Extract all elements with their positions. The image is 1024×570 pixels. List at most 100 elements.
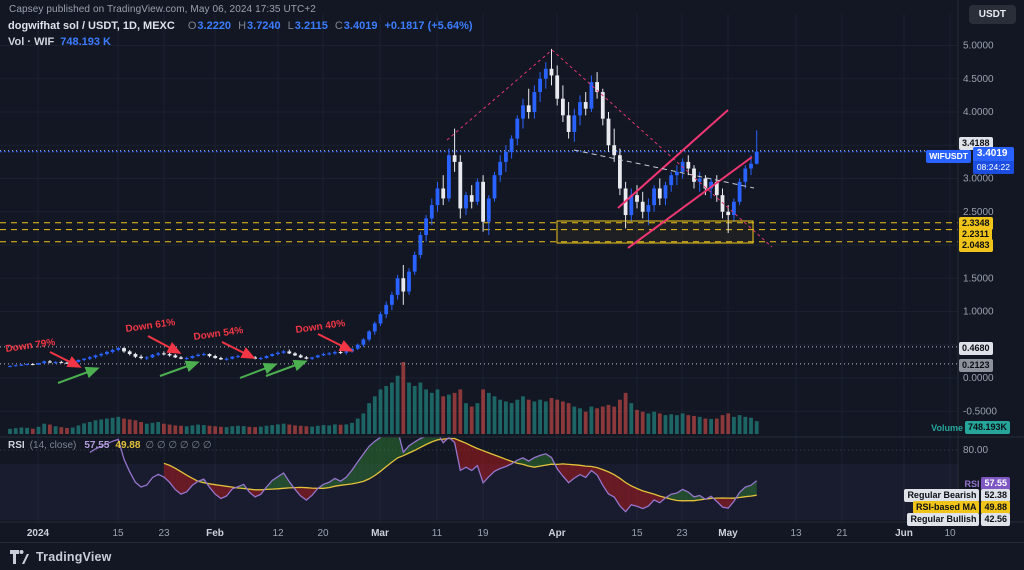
tradingview-logo-icon[interactable]: [10, 549, 29, 564]
bearish-arrow[interactable]: [147, 335, 182, 354]
candle: [224, 358, 229, 360]
volume-bar: [30, 428, 35, 434]
bullish-arrow[interactable]: [57, 366, 100, 384]
rsi-legend[interactable]: RSI (14, close) 57.55 49.88 ∅ ∅ ∅ ∅ ∅ ∅: [8, 440, 212, 451]
high-price-tag: 3.4188: [959, 137, 993, 150]
candle: [338, 352, 343, 354]
candle: [424, 218, 428, 236]
volume-bar: [196, 424, 200, 434]
volume-bar: [498, 399, 503, 434]
yellow-level-tag: 2.2311: [959, 228, 993, 241]
volume-bar: [333, 424, 337, 434]
rsi-cloud: [631, 485, 637, 507]
rsi-cloud: [175, 468, 181, 495]
volume-bar: [583, 411, 588, 434]
candle: [526, 105, 531, 112]
yellow-level-tag-row: 2.3348: [959, 217, 993, 230]
axis-label: 1.0000: [963, 307, 994, 318]
symbol-legend[interactable]: dogwifhat sol / USDT, 1D, MEXC O 3.2220 H…: [8, 20, 473, 32]
rsi-cloud: [471, 445, 478, 471]
trend-line[interactable]: [617, 109, 729, 209]
bearish-arrow[interactable]: [317, 333, 354, 352]
candle: [367, 331, 371, 340]
bullish-arrow[interactable]: [239, 362, 278, 379]
chart-canvas[interactable]: Down 79% Down 61% Down 54% Down 40% 5.0000 4…: [0, 0, 1024, 543]
trend-line[interactable]: [573, 149, 755, 189]
bearish-arrow[interactable]: [49, 351, 82, 368]
down-percent-label[interactable]: Down 79%: [5, 337, 56, 355]
trend-line[interactable]: [446, 49, 553, 141]
rsi-cloud: [329, 478, 335, 488]
down-percent-label[interactable]: Down 54%: [193, 325, 244, 343]
rsi-cloud: [597, 467, 603, 486]
candle: [25, 364, 29, 366]
drawings-layer: Down 79% Down 61% Down 54% Down 40%: [5, 49, 773, 384]
rsi-cloud: [637, 488, 643, 509]
down-percent-label[interactable]: Down 61%: [125, 317, 176, 335]
candle: [390, 294, 394, 305]
volume-bar: [412, 386, 417, 434]
rsi-cloud: [608, 471, 615, 498]
axis-label: 19: [477, 528, 489, 539]
trend-line[interactable]: [627, 156, 753, 249]
volume-bar: [133, 420, 138, 434]
volume-bar: [19, 427, 24, 434]
rsi-axis-row: RSI 57.55: [964, 477, 1010, 490]
symbol-title[interactable]: dogwifhat sol / USDT, 1D, MEXC: [8, 20, 175, 32]
volume-bar: [481, 389, 485, 434]
volume-bar: [640, 411, 645, 434]
rsi-cloud: [739, 487, 746, 498]
rsi-cloud: [500, 457, 506, 469]
volume-bar: [714, 418, 719, 434]
axis-label: 23: [676, 528, 688, 539]
trend-line[interactable]: [551, 49, 773, 248]
candle: [36, 363, 41, 365]
yellow-level-tag: 2.3348: [959, 217, 993, 230]
rsi-ma-value-tag: 49.88: [981, 501, 1010, 514]
rsi-cloud: [277, 473, 284, 489]
rsi-cloud: [374, 437, 381, 476]
candle: [720, 195, 725, 212]
volume-bar: [25, 427, 29, 434]
candle: [355, 344, 360, 349]
rsi-cloud: [722, 497, 729, 509]
volume-bar: [618, 399, 622, 434]
ohlc-close-label: C: [334, 20, 343, 32]
volume-bar: [589, 406, 594, 434]
volume-bar: [612, 406, 617, 434]
bullish-arrow[interactable]: [265, 359, 308, 377]
volume-bar: [53, 426, 58, 434]
yellow-level-tag-row: 2.0483: [959, 239, 993, 252]
support-level-tag-row: 0.2123: [959, 359, 993, 372]
last-price-value: 3.4019: [976, 148, 1008, 159]
rsi-cloud: [346, 470, 352, 485]
volume-legend[interactable]: Vol · WIF 748.193 K: [8, 36, 111, 48]
candle: [407, 271, 411, 292]
candle: [201, 354, 206, 356]
volume-bar: [8, 428, 12, 434]
ohlc-open-label: O: [187, 20, 197, 32]
bearish-arrow[interactable]: [221, 341, 256, 359]
candle: [561, 98, 565, 116]
candle: [686, 161, 691, 169]
down-percent-label[interactable]: Down 40%: [295, 318, 346, 336]
volume-bar: [555, 399, 560, 434]
volume-bar: [390, 382, 394, 434]
yellow-range-box[interactable]: [556, 220, 754, 244]
rsi-cloud: [648, 492, 655, 507]
volume-bar: [36, 426, 41, 434]
volume-bar: [87, 422, 92, 434]
candle: [395, 278, 400, 295]
rsi-cloud: [386, 437, 392, 467]
bullish-arrow[interactable]: [159, 360, 200, 377]
volume-bar: [321, 425, 326, 434]
currency-toggle-button[interactable]: USDT: [968, 5, 1016, 24]
candle: [595, 82, 599, 93]
rsi-cloud: [186, 475, 193, 492]
tradingview-logo-text[interactable]: TradingView: [36, 549, 112, 564]
rsi-divergence-flags: ∅ ∅ ∅ ∅ ∅ ∅: [145, 440, 212, 451]
candle: [167, 354, 172, 356]
candle: [8, 365, 12, 367]
axis-label: 13: [790, 528, 802, 539]
